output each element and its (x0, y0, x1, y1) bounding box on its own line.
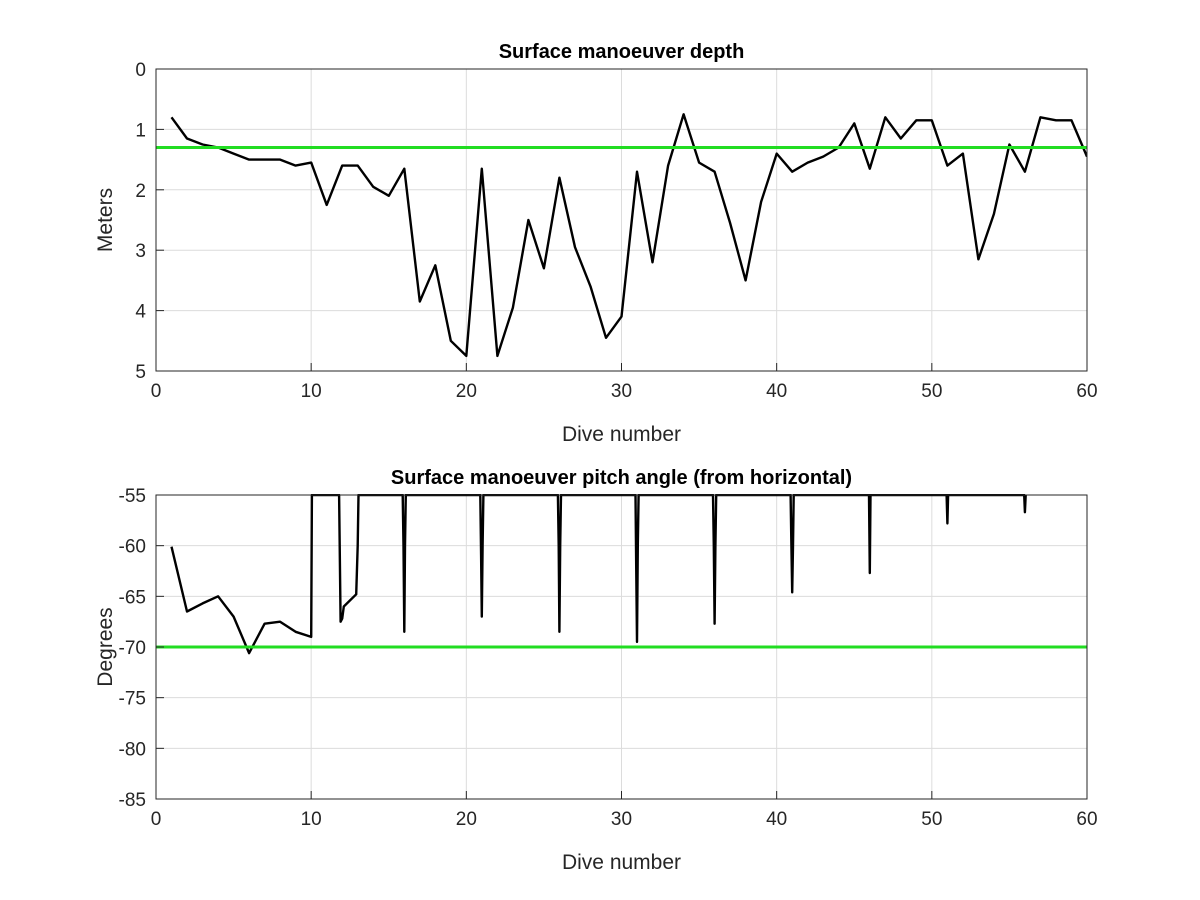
depth-ytick-label: 4 (135, 302, 146, 323)
pitch-chart-title: Surface manoeuver pitch angle (from hori… (391, 467, 852, 489)
depth-ytick-label: 1 (135, 120, 146, 141)
pitch-chart-ylabel: Degrees (94, 607, 117, 686)
pitch-ytick-label: -55 (119, 486, 146, 507)
depth-xtick-label: 30 (611, 381, 632, 402)
pitch-xtick-label: 0 (151, 809, 162, 830)
pitch-ytick-label: -60 (119, 537, 146, 558)
pitch-xtick-label: 40 (766, 809, 787, 830)
pitch-xtick-label: 30 (611, 809, 632, 830)
pitch-ytick-label: -75 (119, 689, 146, 710)
pitch-ytick-label: -65 (119, 587, 146, 608)
pitch-ytick-label: -85 (119, 790, 146, 811)
depth-ytick-label: 2 (135, 181, 146, 202)
pitch-ytick-label: -70 (119, 638, 146, 659)
depth-series-line (170, 113, 1087, 358)
depth-ytick-label: 3 (135, 241, 146, 262)
depth-xtick-label: 20 (456, 381, 477, 402)
depth-xtick-label: 60 (1076, 381, 1097, 402)
pitch-chart-ticks: 0 10 20 30 40 50 60 -55 -60 -65 -70 -75 -80 -85 (119, 486, 1098, 830)
depth-ytick-label: 0 (135, 60, 146, 81)
pitch-ytick-label: -80 (119, 739, 146, 760)
depth-chart-grid (155, 68, 1088, 372)
depth-chart: 0 10 20 30 40 50 60 0 1 2 3 4 5 Surface manoeuver de… (94, 41, 1098, 446)
pitch-xtick-label: 20 (456, 809, 477, 830)
depth-ytick-label: 5 (135, 362, 146, 383)
depth-xtick-label: 0 (151, 381, 162, 402)
pitch-xtick-label: 10 (301, 809, 322, 830)
depth-xtick-label: 50 (921, 381, 942, 402)
pitch-xtick-label: 60 (1076, 809, 1097, 830)
depth-chart-series (156, 113, 1087, 358)
depth-xtick-label: 10 (301, 381, 322, 402)
depth-chart-ticks: 0 10 20 30 40 50 60 0 1 2 3 4 5 (135, 60, 1097, 402)
pitch-chart-xlabel: Dive number (562, 851, 681, 874)
depth-xtick-label: 40 (766, 381, 787, 402)
depth-chart-title: Surface manoeuver depth (499, 41, 745, 63)
depth-chart-xlabel: Dive number (562, 423, 681, 446)
pitch-chart: 0 10 20 30 40 50 60 -55 -60 -65 -70 -75 -80 -85 Surfa… (94, 467, 1098, 874)
pitch-series-line (170, 494, 1027, 655)
depth-chart-ylabel: Meters (94, 188, 117, 252)
pitch-xtick-label: 50 (921, 809, 942, 830)
